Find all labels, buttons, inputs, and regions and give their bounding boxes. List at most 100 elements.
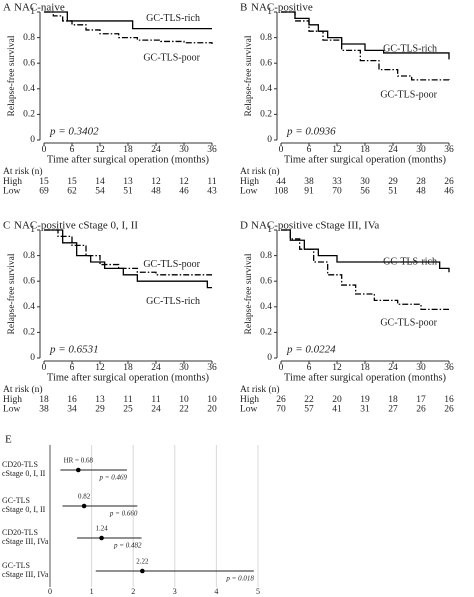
y-tick-label: 0.4 [260, 84, 272, 94]
row-label: cStage III, IVa [2, 570, 49, 579]
x-tick-label: 1 [90, 587, 94, 596]
risk-value: 16 [444, 395, 454, 405]
x-axis-label: Time after surgical operation (months) [47, 372, 210, 383]
risk-value: 22 [179, 405, 189, 415]
x-tick-label: 18 [360, 363, 370, 373]
panel-letter: D [240, 220, 248, 232]
survival-curve [44, 11, 212, 30]
x-axis-label: Time after surgical operation (months) [47, 154, 210, 165]
hr-point [99, 535, 104, 541]
row-label: CD20-TLS [2, 528, 38, 537]
x-tick-label: 6 [70, 145, 75, 155]
risk-title: At risk (n) [3, 384, 43, 395]
risk-value: 12 [151, 177, 161, 187]
risk-value: 46 [444, 187, 454, 197]
y-axis-label: Relapse-free survival [6, 253, 17, 334]
x-tick-label: 30 [416, 145, 426, 155]
risk-value: 20 [207, 405, 217, 415]
risk-value: 20 [332, 395, 342, 405]
risk-value: 26 [276, 395, 286, 405]
series-label: GC-TLS-poor [143, 259, 200, 270]
row-label: cStage 0, I, II [2, 505, 46, 514]
x-tick-label: 24 [151, 363, 161, 373]
y-tick-label: 0 [267, 135, 272, 145]
risk-value: 11 [207, 177, 216, 187]
risk-value: 26 [444, 405, 454, 415]
y-tick-label: 0.2 [260, 328, 272, 338]
y-tick-label: 0 [30, 353, 35, 363]
risk-value: 56 [360, 187, 370, 197]
p-value: p = 0.6531 [49, 344, 99, 356]
hr-label: 2.22 [136, 558, 149, 566]
risk-row-name: High [3, 177, 22, 187]
y-tick-label: 0.6 [23, 276, 35, 286]
row-label: CD20-TLS [2, 460, 38, 469]
x-tick-label: 2 [131, 587, 135, 596]
risk-value: 30 [360, 177, 370, 187]
x-tick-label: 0 [279, 363, 284, 373]
y-tick-label: 0.2 [260, 110, 272, 120]
risk-value: 26 [416, 405, 426, 415]
x-tick-label: 4 [214, 587, 218, 596]
x-tick-label: 30 [179, 363, 189, 373]
risk-value: 69 [39, 187, 49, 197]
x-tick-label: 12 [332, 363, 342, 373]
survival-curve [44, 229, 212, 289]
y-tick-label: 1 [267, 7, 272, 17]
risk-row-name: Low [240, 187, 258, 197]
risk-value: 70 [276, 405, 286, 415]
y-tick-label: 1 [267, 225, 272, 235]
risk-value: 27 [388, 405, 398, 415]
risk-value: 16 [67, 395, 77, 405]
x-tick-label: 6 [70, 363, 75, 373]
series-label: GC-TLS-poor [380, 89, 437, 100]
p-value: p = 0.0936 [286, 126, 336, 138]
risk-value: 29 [388, 177, 398, 187]
risk-value: 28 [416, 177, 426, 187]
risk-value: 108 [274, 187, 289, 197]
series-label: GC-TLS-rich [146, 296, 200, 307]
panel-letter: A [3, 2, 11, 14]
x-tick-label: 18 [123, 145, 133, 155]
hr-label: 0.82 [78, 493, 91, 501]
hr-point [81, 503, 87, 509]
y-axis-label: Relapse-free survival [6, 35, 17, 116]
survival-curve [281, 229, 450, 273]
row-label: GC-TLS [2, 496, 30, 505]
series-label: GC-TLS-poor [143, 52, 200, 63]
risk-value: 25 [123, 405, 133, 415]
risk-title: At risk (n) [240, 166, 280, 177]
y-tick-label: 0.8 [23, 33, 35, 43]
y-tick-label: 0.2 [23, 328, 35, 338]
x-tick-label: 0 [42, 363, 47, 373]
y-tick-label: 0 [30, 135, 35, 145]
y-tick-label: 0.6 [260, 276, 272, 286]
series-label: GC-TLS-rich [146, 13, 200, 24]
risk-value: 44 [276, 177, 286, 187]
risk-value: 46 [179, 187, 189, 197]
x-tick-label: 6 [307, 363, 312, 373]
risk-row-name: Low [3, 187, 21, 197]
risk-title: At risk (n) [3, 166, 43, 177]
panel-letter: E [5, 434, 12, 446]
survival-curve [281, 11, 450, 82]
risk-value: 26 [444, 177, 454, 187]
risk-row-name: Low [3, 405, 21, 415]
risk-value: 51 [123, 187, 133, 197]
risk-row-name: High [240, 177, 259, 187]
y-tick-label: 0.2 [23, 110, 35, 120]
p-value: p = 0.3402 [49, 126, 99, 138]
p-label: p = 0.660 [109, 510, 138, 518]
risk-value: 13 [123, 177, 133, 187]
x-tick-label: 36 [444, 363, 454, 373]
risk-value: 54 [95, 187, 105, 197]
x-tick-label: 0 [42, 145, 47, 155]
risk-title: At risk (n) [240, 384, 280, 395]
x-tick-label: 24 [388, 145, 398, 155]
risk-value: 48 [416, 187, 426, 197]
risk-value: 34 [67, 405, 77, 415]
risk-value: 17 [416, 395, 426, 405]
y-axis-label: Relapse-free survival [243, 35, 254, 116]
risk-value: 11 [123, 395, 132, 405]
row-label: cStage 0, I, II [2, 469, 46, 478]
